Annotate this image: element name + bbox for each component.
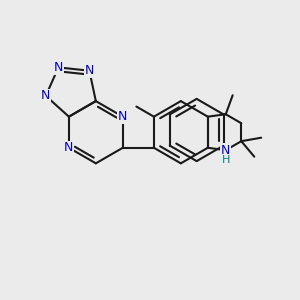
- Text: N: N: [54, 61, 63, 74]
- Text: H: H: [222, 155, 230, 165]
- Text: N: N: [41, 89, 50, 102]
- Text: N: N: [118, 110, 128, 123]
- Text: N: N: [221, 144, 230, 157]
- Text: N: N: [85, 64, 94, 77]
- Text: N: N: [64, 141, 74, 154]
